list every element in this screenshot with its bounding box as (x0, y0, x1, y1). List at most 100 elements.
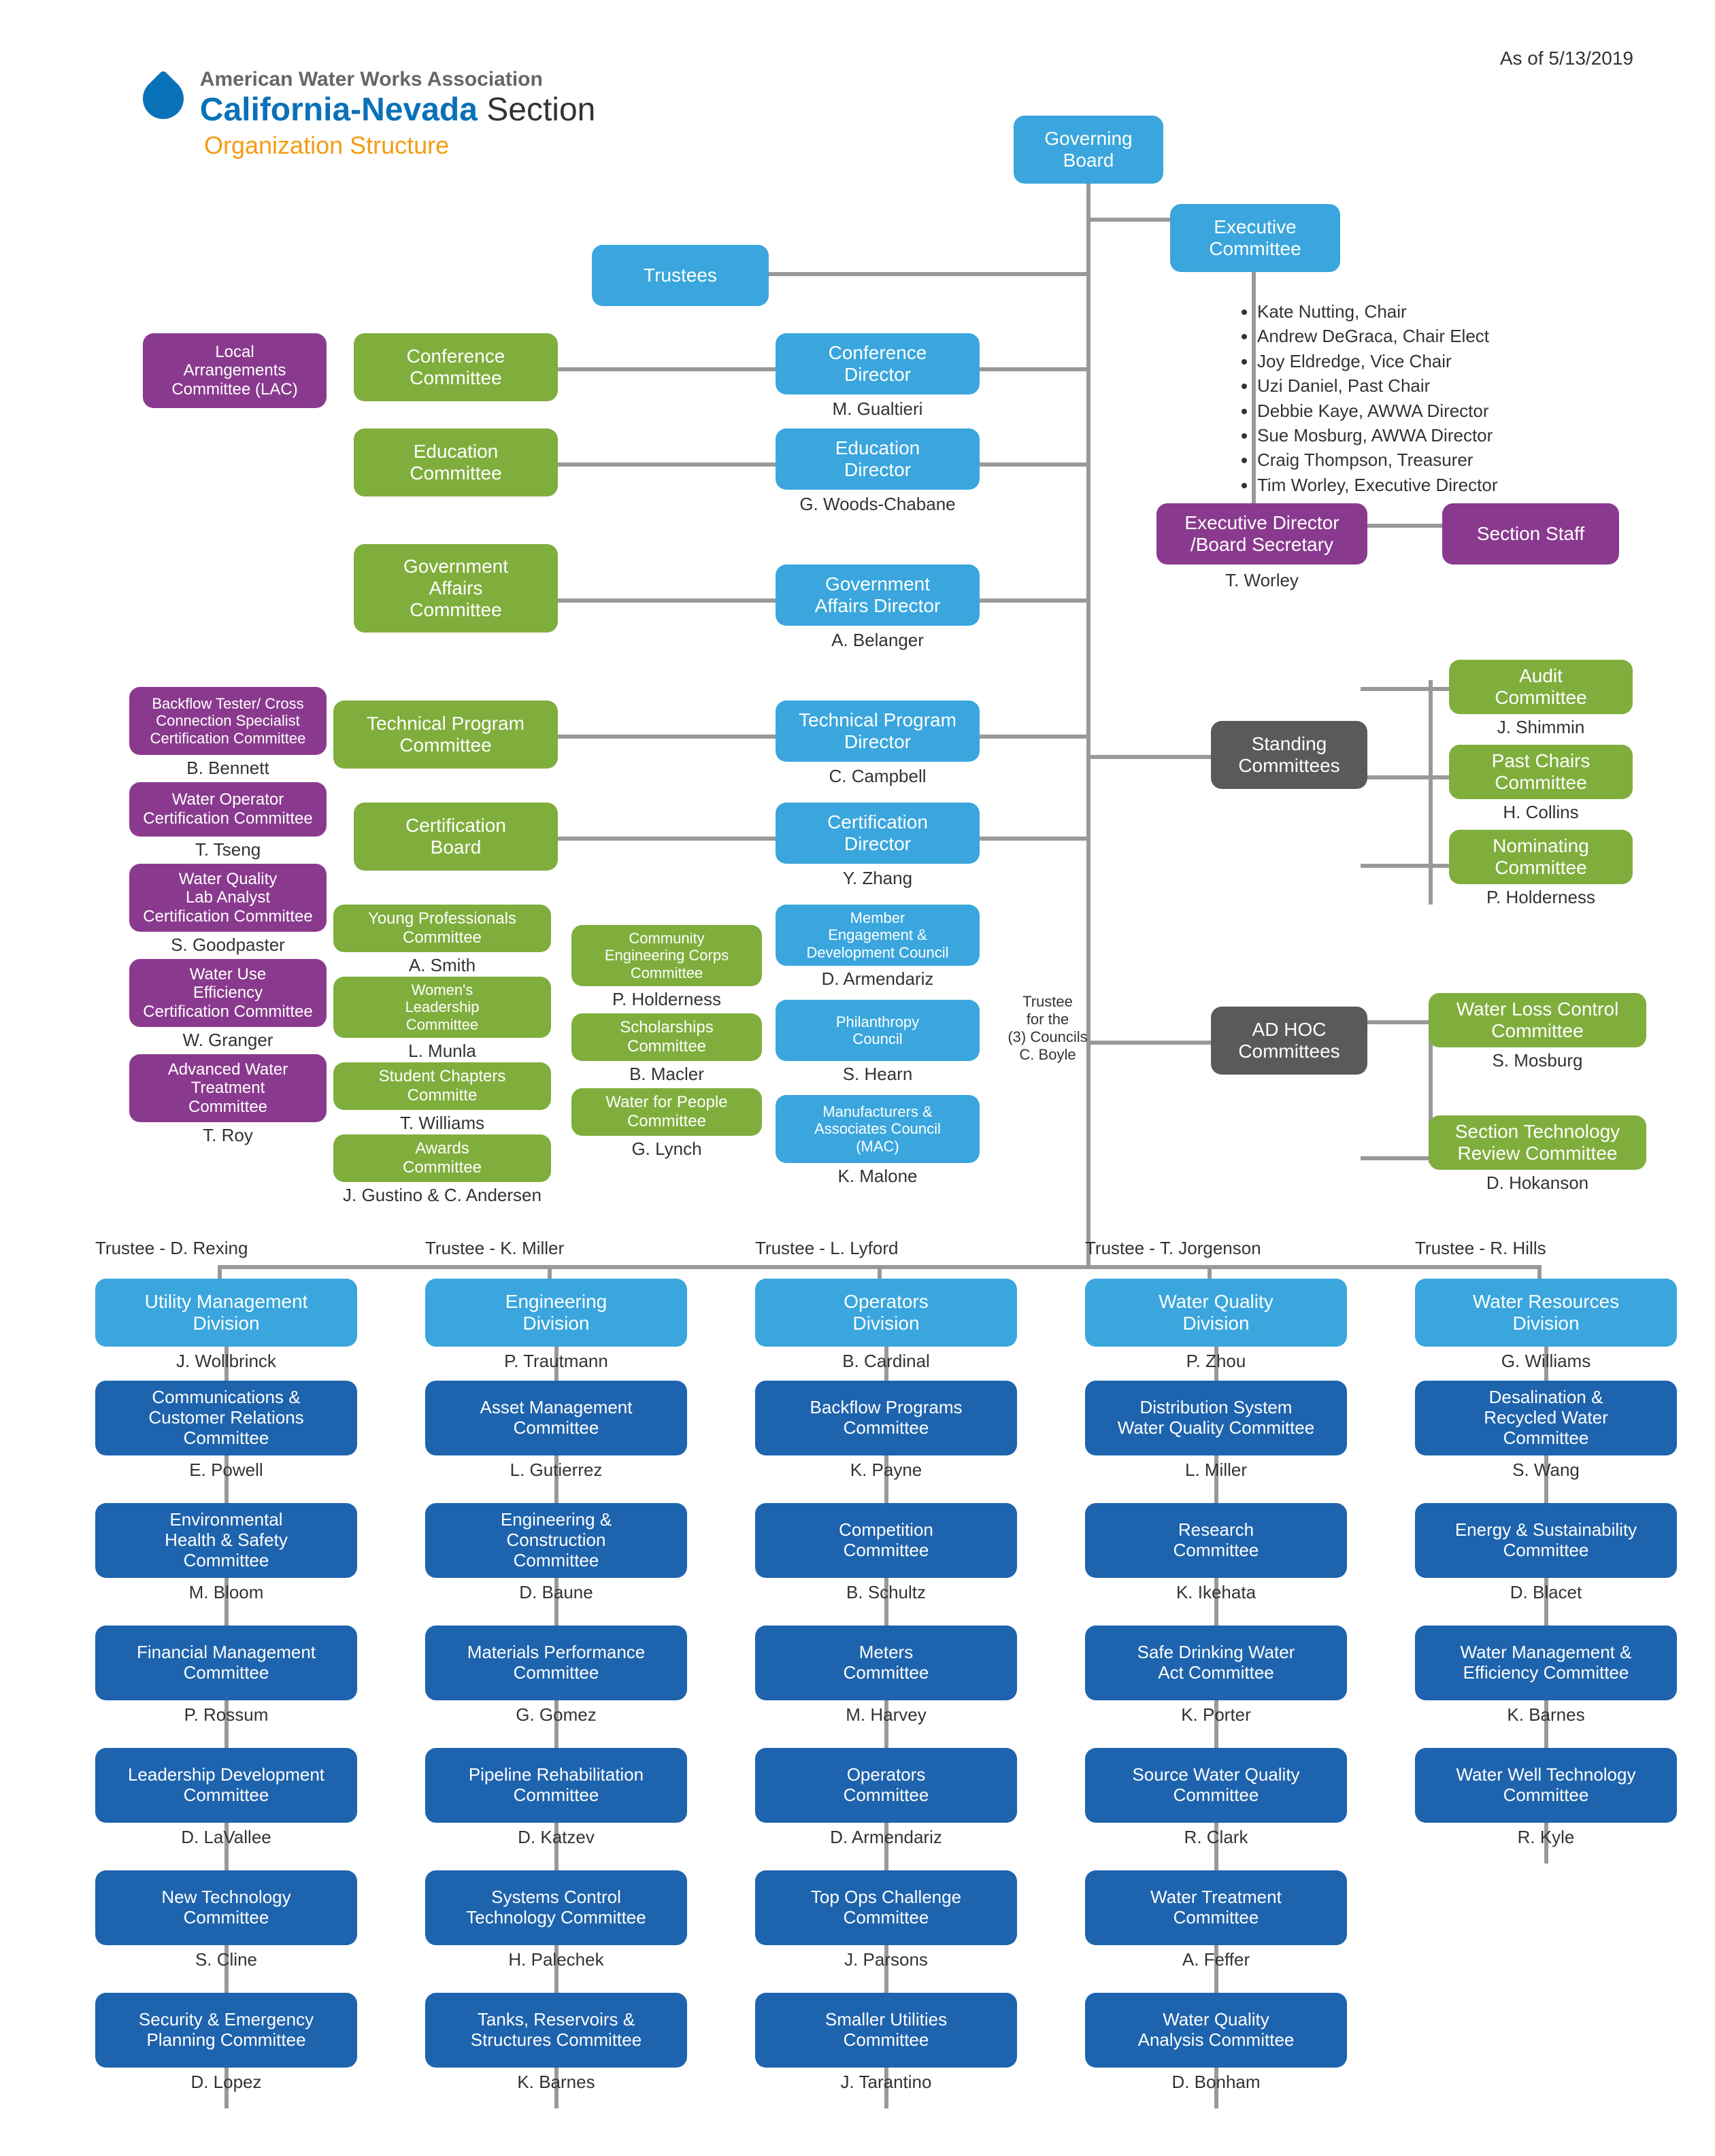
division-committee: Tanks, Reservoirs & Structures Committee (425, 1993, 687, 2068)
division-committee-person: L. Gutierrez (425, 1460, 687, 1481)
dir-person-3: C. Campbell (776, 766, 980, 787)
division-committee-person: P. Rossum (95, 1704, 357, 1725)
division-committee: Distribution System Water Quality Commit… (1085, 1381, 1347, 1455)
mid-green-1: Women's Leadership Committee (333, 977, 551, 1038)
division-committee: Engineering & Construction Committee (425, 1503, 687, 1578)
division-committee: Water Treatment Committee (1085, 1870, 1347, 1945)
mid-green2-person-0: P. Holderness (571, 989, 762, 1010)
exec-member: Debbie Kaye, AWWA Director (1257, 399, 1497, 423)
mid-green2-person-1: B. Macler (571, 1064, 762, 1085)
council-2: Manufacturers & Associates Council (MAC) (776, 1095, 980, 1163)
trustee-label: Trustee - D. Rexing (95, 1238, 381, 1259)
division-committee-person: D. Blacet (1415, 1582, 1677, 1603)
division-committee-person: K. Porter (1085, 1704, 1347, 1725)
council-1: Philanthropy Council (776, 1000, 980, 1061)
trustee-label: Trustee - T. Jorgenson (1085, 1238, 1371, 1259)
executive-committee: Executive Committee (1170, 204, 1340, 272)
exec-member: Craig Thompson, Treasurer (1257, 448, 1497, 472)
adhoc-person-1: D. Hokanson (1429, 1173, 1646, 1194)
exec-member: Uzi Daniel, Past Chair (1257, 373, 1497, 398)
cert-left-person-1: T. Tseng (129, 839, 327, 860)
division-committee-person: E. Powell (95, 1460, 357, 1481)
mid-green2-0: Community Engineering Corps Committee (571, 925, 762, 986)
division-title: Utility Management Division (95, 1279, 357, 1347)
exec-member: Tim Worley, Executive Director (1257, 473, 1497, 497)
division-committee: Pipeline Rehabilitation Committee (425, 1748, 687, 1823)
exec-director: Executive Director /Board Secretary (1156, 503, 1367, 565)
cert-left-3: Water Use Efficiency Certification Commi… (129, 959, 327, 1027)
division-committee-person: R. Kyle (1415, 1827, 1677, 1848)
dir-committee-2: Government Affairs Committee (354, 544, 558, 633)
logo-line1: American Water Works Association (200, 68, 596, 91)
division-committee-person: G. Gomez (425, 1704, 687, 1725)
division-committee-person: D. LaVallee (95, 1827, 357, 1848)
dir-committee-4: Certification Board (354, 803, 558, 871)
adhoc-1: Section Technology Review Committee (1429, 1115, 1646, 1170)
council-person-1: S. Hearn (776, 1064, 980, 1085)
division-committee-person: D. Armendariz (755, 1827, 1017, 1848)
standing-0: Audit Committee (1449, 660, 1633, 714)
division-person: J. Wollbrinck (95, 1351, 357, 1372)
cert-left-1: Water Operator Certification Committee (129, 782, 327, 837)
dir-1: Education Director (776, 428, 980, 490)
division-committee-person: S. Cline (95, 1949, 357, 1970)
mid-green2-person-2: G. Lynch (571, 1139, 762, 1160)
council-note: Trustee for the (3) Councils C. Boyle (1000, 993, 1095, 1064)
division-committee: Water Well Technology Committee (1415, 1748, 1677, 1823)
mid-green-person-2: T. Williams (333, 1113, 551, 1134)
exec-director-person: T. Worley (1156, 570, 1367, 591)
division-committee: Leadership Development Committee (95, 1748, 357, 1823)
trustees: Trustees (592, 245, 769, 306)
division-title: Water Quality Division (1085, 1279, 1347, 1347)
division-committee: Smaller Utilities Committee (755, 1993, 1017, 2068)
dir-0: Conference Director (776, 333, 980, 394)
dir-person-2: A. Belanger (776, 630, 980, 651)
dir-person-0: M. Gualtieri (776, 399, 980, 420)
division-committee: Operators Committee (755, 1748, 1017, 1823)
main-spine (1086, 177, 1090, 1265)
division-person: G. Williams (1415, 1351, 1677, 1372)
division-committee-person: D. Lopez (95, 2072, 357, 2093)
exec-member: Sue Mosburg, AWWA Director (1257, 423, 1497, 448)
division-committee-person: S. Wang (1415, 1460, 1677, 1481)
logo-section: Section (486, 92, 595, 128)
division-committee-person: H. Palechek (425, 1949, 687, 1970)
standing-b2 (1361, 864, 1449, 868)
water-drop-icon (135, 69, 193, 127)
division-title: Operators Division (755, 1279, 1017, 1347)
dir-2: Government Affairs Director (776, 565, 980, 626)
division-committee-person: A. Feffer (1085, 1949, 1347, 1970)
dir-4: Certification Director (776, 803, 980, 864)
division-committee: Water Quality Analysis Committee (1085, 1993, 1347, 2068)
exec-members-list: Kate Nutting, Chair Andrew DeGraca, Chai… (1238, 299, 1497, 497)
division-committee: Security & Emergency Planning Committee (95, 1993, 357, 2068)
division-committee-person: M. Bloom (95, 1582, 357, 1603)
logo: American Water Works Association Califor… (143, 68, 595, 160)
adhoc-0: Water Loss Control Committee (1429, 993, 1646, 1047)
division-committee-person: D. Katzev (425, 1827, 687, 1848)
standing-person-1: H. Collins (1449, 802, 1633, 823)
division-committee: Energy & Sustainability Committee (1415, 1503, 1677, 1578)
mid-green-person-0: A. Smith (333, 955, 551, 976)
division-committee-person: J. Tarantino (755, 2072, 1017, 2093)
mid-green-2: Student Chapters Committe (333, 1062, 551, 1110)
division-committee: Meters Committee (755, 1626, 1017, 1700)
division-title: Water Resources Division (1415, 1279, 1677, 1347)
mid-green-person-3: J. Gustino & C. Andersen (333, 1185, 551, 1206)
council-person-2: K. Malone (776, 1166, 980, 1187)
mid-green-3: Awards Committee (333, 1134, 551, 1182)
mid-green-person-1: L. Munla (333, 1041, 551, 1062)
trustee-label: Trustee - L. Lyford (755, 1238, 1041, 1259)
exec-member: Andrew DeGraca, Chair Elect (1257, 324, 1497, 348)
division-committee-person: K. Barnes (425, 2072, 687, 2093)
exec-member: Joy Eldredge, Vice Chair (1257, 349, 1497, 373)
division-committee: New Technology Committee (95, 1870, 357, 1945)
division-committee-person: K. Barnes (1415, 1704, 1677, 1725)
division-committee: Water Management & Efficiency Committee (1415, 1626, 1677, 1700)
dir-person-4: Y. Zhang (776, 868, 980, 889)
dir-person-1: G. Woods-Chabane (776, 494, 980, 515)
logo-brand: California-Nevada (200, 92, 478, 128)
standing-b0 (1361, 687, 1449, 691)
trustee-label: Trustee - R. Hills (1415, 1238, 1701, 1259)
section-staff: Section Staff (1442, 503, 1619, 565)
